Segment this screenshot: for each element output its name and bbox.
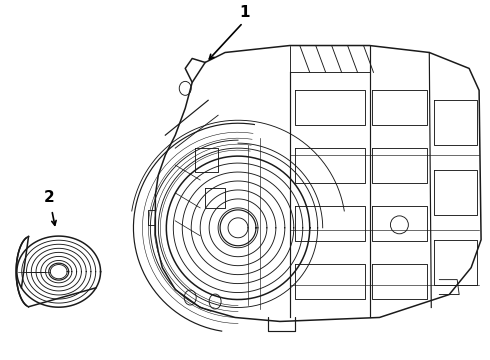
Text: 1: 1 [240,5,250,20]
Text: 2: 2 [44,190,54,206]
